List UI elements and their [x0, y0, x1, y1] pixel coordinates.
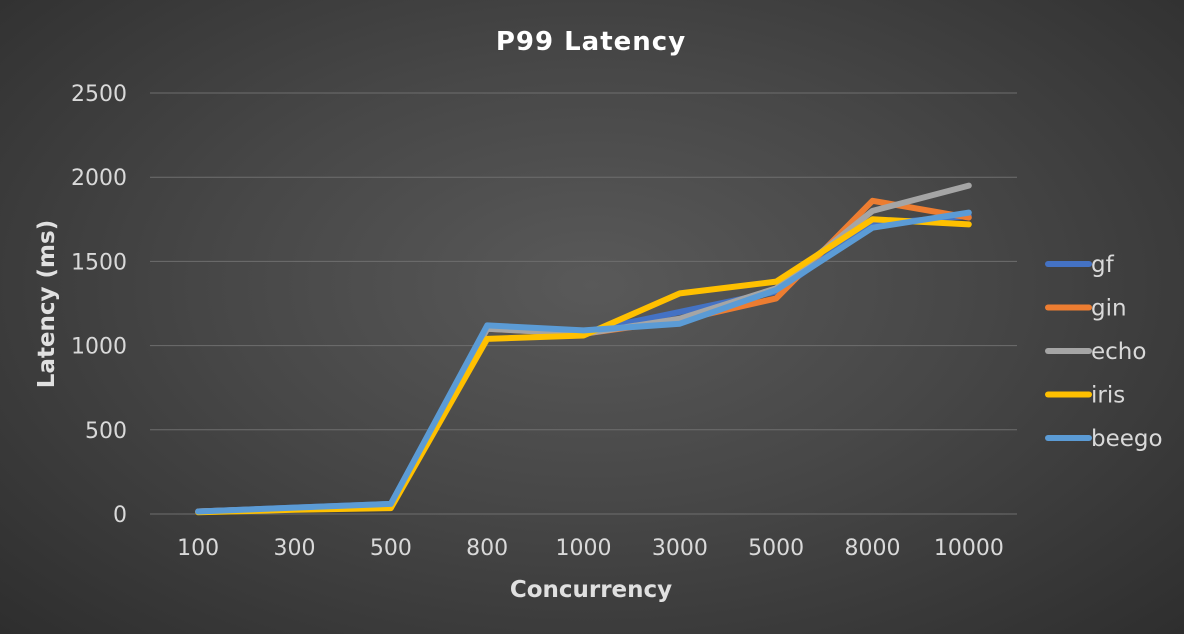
- series-line-gf: [195, 212, 972, 515]
- x-tick-label: 100: [177, 536, 219, 561]
- y-tick-label: 2500: [71, 82, 127, 107]
- y-axis-ticks: 0 500 1000 1500 2000 2500: [71, 82, 127, 528]
- y-axis-title: Latency (ms): [34, 220, 60, 388]
- x-tick-label: 8000: [845, 536, 901, 561]
- x-axis-ticks: 100 300 500 800 1000 3000 5000 8000 10000: [177, 536, 1004, 561]
- legend-item-gf: gf: [1045, 252, 1115, 278]
- legend-label: gf: [1091, 252, 1115, 278]
- legend-item-gin: gin: [1045, 296, 1127, 322]
- y-tick-label: 2000: [71, 166, 127, 191]
- legend-item-beego: beego: [1045, 426, 1163, 452]
- y-tick-label: 1500: [71, 250, 127, 275]
- x-tick-label: 5000: [748, 536, 804, 561]
- series-line-iris: [195, 216, 972, 516]
- legend-item-iris: iris: [1045, 383, 1125, 409]
- x-tick-label: 3000: [652, 536, 708, 561]
- series-line-beego: [195, 209, 972, 515]
- x-tick-label: 800: [466, 536, 508, 561]
- series-lines: [195, 182, 972, 516]
- legend-label: beego: [1091, 426, 1163, 452]
- legend: gf gin echo iris beego: [1045, 252, 1163, 452]
- y-tick-label: 1000: [71, 335, 127, 360]
- x-axis-title: Concurrency: [510, 577, 672, 603]
- legend-item-echo: echo: [1045, 339, 1146, 365]
- y-tick-label: 500: [85, 419, 127, 444]
- x-tick-label: 10000: [934, 536, 1004, 561]
- legend-label: echo: [1091, 339, 1146, 365]
- legend-label: gin: [1091, 296, 1127, 322]
- chart-title: P99 Latency: [496, 27, 686, 57]
- legend-label: iris: [1091, 383, 1125, 409]
- y-tick-label: 0: [113, 503, 127, 528]
- series-line-gin: [195, 197, 972, 515]
- gridlines: [150, 92, 1017, 515]
- x-tick-label: 300: [274, 536, 316, 561]
- x-tick-label: 1000: [556, 536, 612, 561]
- x-tick-label: 500: [370, 536, 412, 561]
